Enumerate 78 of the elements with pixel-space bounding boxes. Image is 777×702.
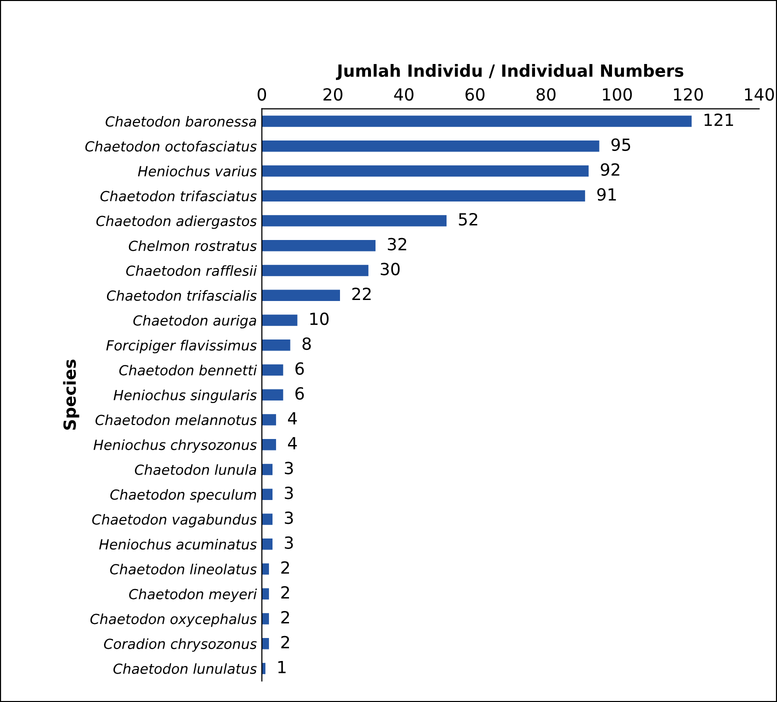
bar bbox=[262, 389, 284, 400]
bar bbox=[262, 264, 368, 276]
data-label: 6 bbox=[295, 362, 304, 375]
data-label: 2 bbox=[281, 561, 289, 574]
y-tick-label: Heniochus acuminatus bbox=[99, 538, 257, 550]
y-tick-label: Coradion chrysozonus bbox=[104, 638, 257, 652]
x-axis-title: Jumlah Individu / Individual Numbers bbox=[336, 64, 684, 80]
y-tick-label: Chaetodon auriga bbox=[133, 314, 256, 328]
data-label: 3 bbox=[284, 536, 293, 549]
data-label: 95 bbox=[611, 138, 630, 151]
y-tick-label: Chaetodon rafflesii bbox=[126, 265, 257, 276]
y-tick-label: Chaetodon trifasciatus bbox=[100, 190, 257, 202]
bar bbox=[262, 638, 269, 650]
bar bbox=[262, 116, 692, 127]
y-tick-label: Chaetodon lineolatus bbox=[110, 564, 257, 574]
x-tick-label: 100 bbox=[602, 88, 632, 101]
y-tick-label: Chaetodon melannotus bbox=[96, 414, 257, 426]
x-tick-label: 120 bbox=[674, 88, 703, 101]
x-tick-label: 80 bbox=[536, 88, 556, 101]
x-tick-label: 0 bbox=[258, 88, 266, 101]
y-tick-label: Chaetodon octofasciatus bbox=[85, 140, 257, 152]
bar bbox=[262, 364, 284, 376]
data-label: 22 bbox=[352, 288, 371, 300]
x-tick-label: 60 bbox=[466, 88, 484, 101]
y-tick-label: Chaetodon vagabundus bbox=[92, 514, 257, 528]
data-label: 6 bbox=[295, 387, 304, 400]
data-label: 91 bbox=[597, 188, 616, 201]
y-tick-label: Chaetodon speculum bbox=[110, 489, 256, 503]
x-tick-label: 140 bbox=[745, 88, 774, 101]
y-axis-title: Species bbox=[63, 360, 80, 430]
data-label: 2 bbox=[281, 586, 289, 598]
bar bbox=[262, 538, 273, 550]
bar bbox=[262, 140, 600, 152]
x-tick-label: 20 bbox=[324, 88, 342, 101]
y-tick-label: Forcipiger flavissimus bbox=[106, 340, 257, 354]
y-tick-label: Heniochus singularis bbox=[114, 390, 257, 404]
bar bbox=[262, 563, 269, 575]
y-tick-label: Chaetodon meyeri bbox=[129, 588, 257, 602]
data-label: 10 bbox=[310, 312, 329, 326]
data-label: 92 bbox=[600, 163, 620, 176]
data-label: 4 bbox=[288, 412, 297, 424]
bar bbox=[262, 464, 273, 476]
y-tick-label: Chaetodon lunulatus bbox=[113, 663, 257, 674]
bar bbox=[262, 414, 276, 426]
bar bbox=[262, 514, 273, 525]
data-label: 3 bbox=[284, 462, 293, 474]
bar bbox=[262, 190, 586, 202]
y-tick-label: Chelmon rostratus bbox=[128, 240, 257, 252]
data-label: 3 bbox=[284, 511, 293, 524]
x-tick-label: 40 bbox=[394, 88, 414, 101]
bar bbox=[262, 340, 290, 351]
data-label: 52 bbox=[458, 212, 478, 226]
data-label: 4 bbox=[288, 437, 297, 450]
y-tick-label: Heniochus varius bbox=[138, 166, 257, 176]
bar bbox=[262, 613, 269, 624]
data-label: 32 bbox=[388, 238, 406, 250]
bar bbox=[262, 488, 273, 500]
y-tick-label: Chaetodon adiergastos bbox=[96, 215, 257, 229]
y-tick-label: Heniochus chrysozonus bbox=[94, 439, 257, 453]
y-tick-label: Chaetodon baronessa bbox=[106, 116, 256, 127]
bar bbox=[262, 314, 298, 326]
bar bbox=[262, 165, 589, 177]
y-tick-label: Chaetodon oxycephalus bbox=[90, 613, 257, 627]
bar bbox=[262, 588, 269, 600]
data-label: 3 bbox=[284, 486, 293, 500]
bar bbox=[262, 240, 376, 252]
data-label: 2 bbox=[281, 636, 289, 648]
bar bbox=[262, 439, 276, 450]
data-label: 8 bbox=[302, 337, 311, 350]
data-label: 1 bbox=[278, 660, 286, 674]
data-label: 121 bbox=[704, 113, 734, 126]
bar bbox=[262, 215, 447, 226]
y-tick-label: Chaetodon lunula bbox=[134, 464, 256, 475]
bar bbox=[262, 290, 340, 301]
y-tick-label: Chaetodon bennetti bbox=[119, 364, 257, 376]
data-label: 30 bbox=[380, 262, 400, 276]
data-label: 2 bbox=[281, 610, 289, 624]
y-tick-label: Chaetodon trifascialis bbox=[106, 290, 257, 301]
